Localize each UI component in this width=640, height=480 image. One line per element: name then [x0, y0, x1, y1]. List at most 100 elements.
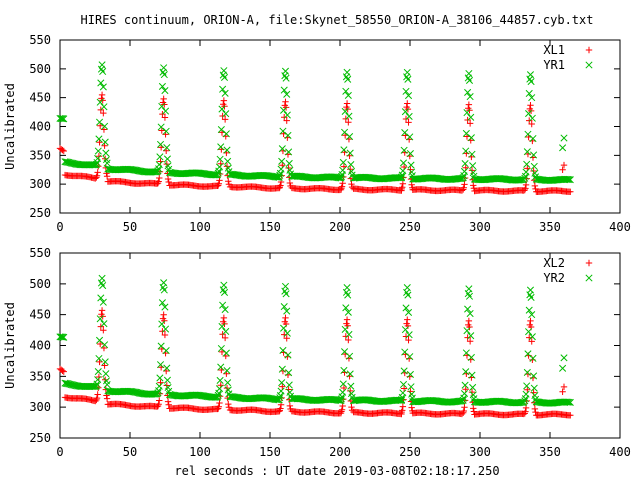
data-point: [522, 168, 530, 176]
x-tick-label: 50: [123, 445, 137, 459]
data-point: [163, 364, 171, 372]
data-point: [282, 314, 289, 322]
data-point: [218, 105, 226, 113]
data-point: [102, 370, 110, 378]
data-point: [278, 145, 286, 153]
data-point: [337, 172, 345, 181]
data-point: [559, 388, 566, 395]
y-tick-label: 450: [29, 91, 51, 105]
data-point: [347, 387, 354, 395]
y-tick-label: 400: [29, 120, 51, 134]
data-point: [225, 168, 233, 176]
data-point: [161, 87, 169, 95]
data-point: [347, 382, 355, 390]
data-point: [224, 379, 232, 387]
data-point: [282, 74, 290, 82]
data-point: [58, 333, 67, 341]
series-XL1: [56, 91, 574, 195]
data-point: [404, 291, 412, 299]
data-point: [409, 184, 416, 191]
data-point: [222, 130, 230, 138]
data-point: [94, 154, 102, 163]
data-point: [281, 114, 288, 121]
legend-label: XL2: [543, 256, 565, 270]
x-tick-label: 0: [56, 445, 63, 459]
data-point: [285, 164, 292, 172]
data-point: [470, 185, 478, 192]
data-point: [94, 169, 101, 176]
data-point: [283, 111, 291, 119]
data-point: [566, 176, 574, 184]
data-point: [158, 82, 166, 91]
data-point: [213, 393, 222, 401]
data-point: [95, 373, 103, 381]
data-point: [162, 347, 170, 355]
data-point: [406, 133, 414, 141]
data-point: [99, 298, 107, 306]
legend-marker: [585, 61, 593, 69]
series-YR2: [56, 274, 574, 407]
data-point: [284, 131, 292, 139]
data-point: [162, 127, 170, 135]
data-point: [60, 147, 67, 155]
data-point: [403, 284, 411, 292]
data-point: [560, 383, 568, 391]
data-point: [407, 166, 414, 173]
data-point: [527, 317, 534, 325]
data-point: [402, 333, 410, 340]
data-point: [100, 103, 108, 111]
x-tick-label: 150: [259, 220, 281, 234]
data-point: [345, 119, 352, 126]
data-point: [470, 405, 477, 412]
data-point: [344, 75, 352, 83]
data-point: [100, 109, 107, 117]
data-point: [93, 394, 101, 402]
data-point: [404, 322, 412, 330]
data-point: [400, 385, 408, 392]
data-point: [92, 382, 100, 390]
x-tick-label: 100: [189, 220, 211, 234]
data-point: [530, 162, 538, 170]
data-point: [214, 391, 222, 399]
data-point: [158, 127, 165, 134]
data-point: [340, 146, 348, 154]
data-point: [528, 338, 535, 345]
data-point: [287, 182, 294, 190]
data-point: [164, 398, 172, 405]
data-point: [158, 102, 166, 110]
data-point: [408, 172, 416, 180]
data-point: [528, 94, 536, 102]
data-point: [465, 292, 474, 300]
data-point: [155, 382, 163, 390]
data-point: [284, 351, 292, 359]
data-point: [348, 393, 356, 402]
data-point: [344, 308, 352, 316]
data-point: [155, 161, 163, 169]
data-point: [530, 167, 537, 175]
data-point: [159, 328, 166, 335]
data-point: [522, 185, 529, 192]
data-point: [101, 362, 108, 369]
legend-marker: [585, 259, 593, 267]
data-point: [276, 408, 283, 415]
data-point: [156, 153, 164, 161]
data-point: [280, 106, 288, 114]
data-point: [525, 89, 533, 98]
legend-label: YR1: [543, 58, 565, 72]
data-point: [521, 397, 529, 405]
data-point: [467, 134, 475, 142]
data-point: [399, 403, 407, 410]
data-point: [220, 97, 228, 104]
data-point: [522, 181, 530, 189]
data-point: [339, 388, 347, 396]
data-point: [285, 369, 293, 377]
data-point: [343, 284, 351, 292]
data-point: [526, 286, 535, 294]
data-point: [405, 119, 412, 126]
data-point: [461, 404, 468, 411]
data-point: [94, 391, 101, 398]
data-point: [285, 148, 293, 156]
data-point: [344, 91, 352, 99]
data-point: [463, 109, 471, 117]
data-point: [521, 174, 529, 182]
